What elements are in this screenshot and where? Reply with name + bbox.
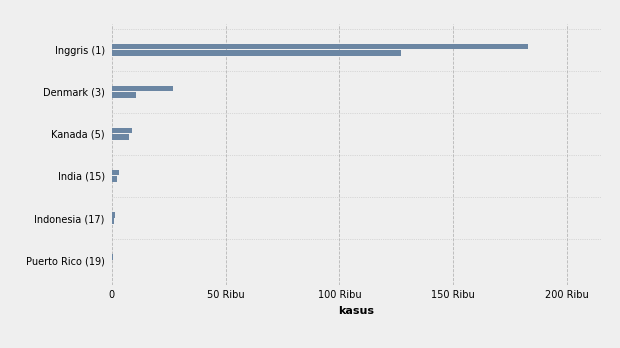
Bar — [112, 92, 136, 97]
Bar — [112, 134, 129, 140]
X-axis label: kasus: kasus — [339, 306, 374, 316]
Bar — [112, 212, 115, 218]
Bar — [112, 128, 132, 133]
Bar — [112, 50, 401, 56]
Bar — [112, 219, 114, 224]
Bar — [112, 170, 119, 175]
Bar — [112, 44, 528, 49]
Bar — [112, 86, 173, 91]
Bar — [112, 176, 117, 182]
